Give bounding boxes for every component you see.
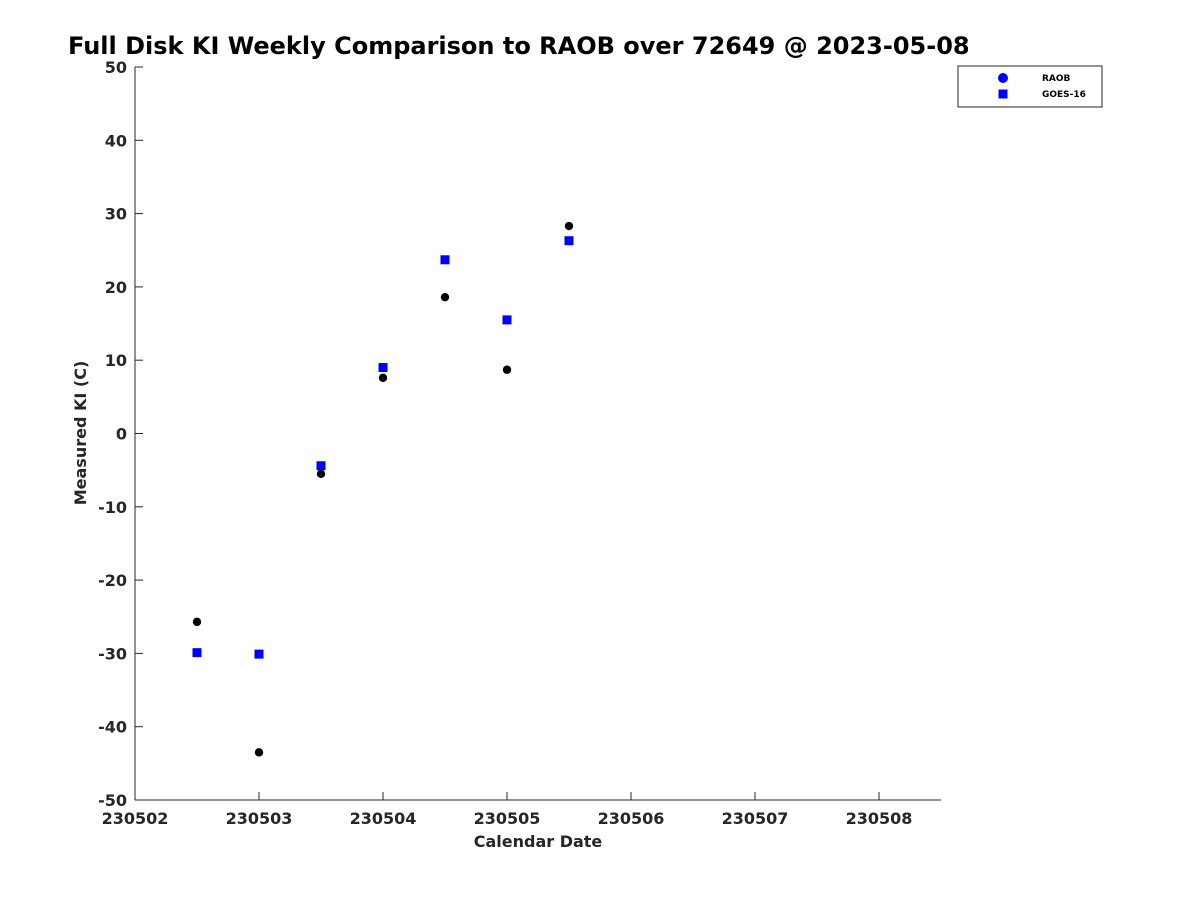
x-tick-label: 230507 — [722, 809, 789, 828]
x-tick-label: 230502 — [102, 809, 169, 828]
y-tick-label: -30 — [98, 644, 127, 663]
x-tick-label: 230506 — [598, 809, 665, 828]
y-axis-label: Measured KI (C) — [71, 361, 90, 506]
x-axis-label: Calendar Date — [474, 832, 603, 851]
goes16-point — [192, 648, 202, 658]
goes16-point — [502, 315, 512, 325]
goes16-point — [564, 236, 574, 246]
raob-point — [564, 221, 574, 231]
goes16-point — [316, 461, 326, 471]
y-tick-label: 50 — [105, 58, 127, 77]
y-tick-label: -40 — [98, 718, 127, 737]
legend-box — [957, 65, 1103, 108]
x-tick-label: 230504 — [350, 809, 417, 828]
legend-marker-goes16 — [998, 89, 1008, 99]
y-tick-label: -20 — [98, 571, 127, 590]
y-tick-label: -50 — [98, 791, 127, 810]
x-tick-label: 230503 — [226, 809, 293, 828]
legend-marker-raob — [998, 73, 1008, 83]
y-tick-label: 40 — [105, 131, 127, 150]
y-ticks: -50 -40 -30 -20 -10 0 10 20 30 40 50 — [98, 58, 143, 810]
y-tick-label: 20 — [105, 278, 127, 297]
y-tick-label: 30 — [105, 205, 127, 224]
y-tick-label: 10 — [105, 351, 127, 370]
raob-point — [502, 365, 512, 374]
goes16-point — [440, 255, 450, 265]
goes16-point — [378, 363, 388, 373]
raob-point — [378, 373, 388, 382]
data-points — [192, 221, 574, 757]
x-ticks: 230502 230503 230504 230505 230506 230507 2305… — [102, 792, 913, 828]
x-tick-label: 230508 — [846, 809, 913, 828]
x-tick-label: 230505 — [474, 809, 541, 828]
legend-label-goes16: GOES-16 — [1042, 90, 1086, 100]
goes16-point — [254, 649, 264, 659]
y-tick-label: 0 — [116, 425, 127, 444]
raob-point — [316, 469, 326, 479]
raob-point — [254, 748, 264, 757]
raob-point — [440, 292, 450, 302]
y-tick-label: -10 — [98, 498, 127, 517]
legend-label-raob: RAOB — [1042, 74, 1071, 84]
raob-point — [192, 617, 202, 627]
axes — [134, 67, 941, 801]
legend: RAOB GOES-16 — [957, 65, 1103, 108]
chart-title: Full Disk KI Weekly Comparison to RAOB o… — [68, 32, 970, 60]
